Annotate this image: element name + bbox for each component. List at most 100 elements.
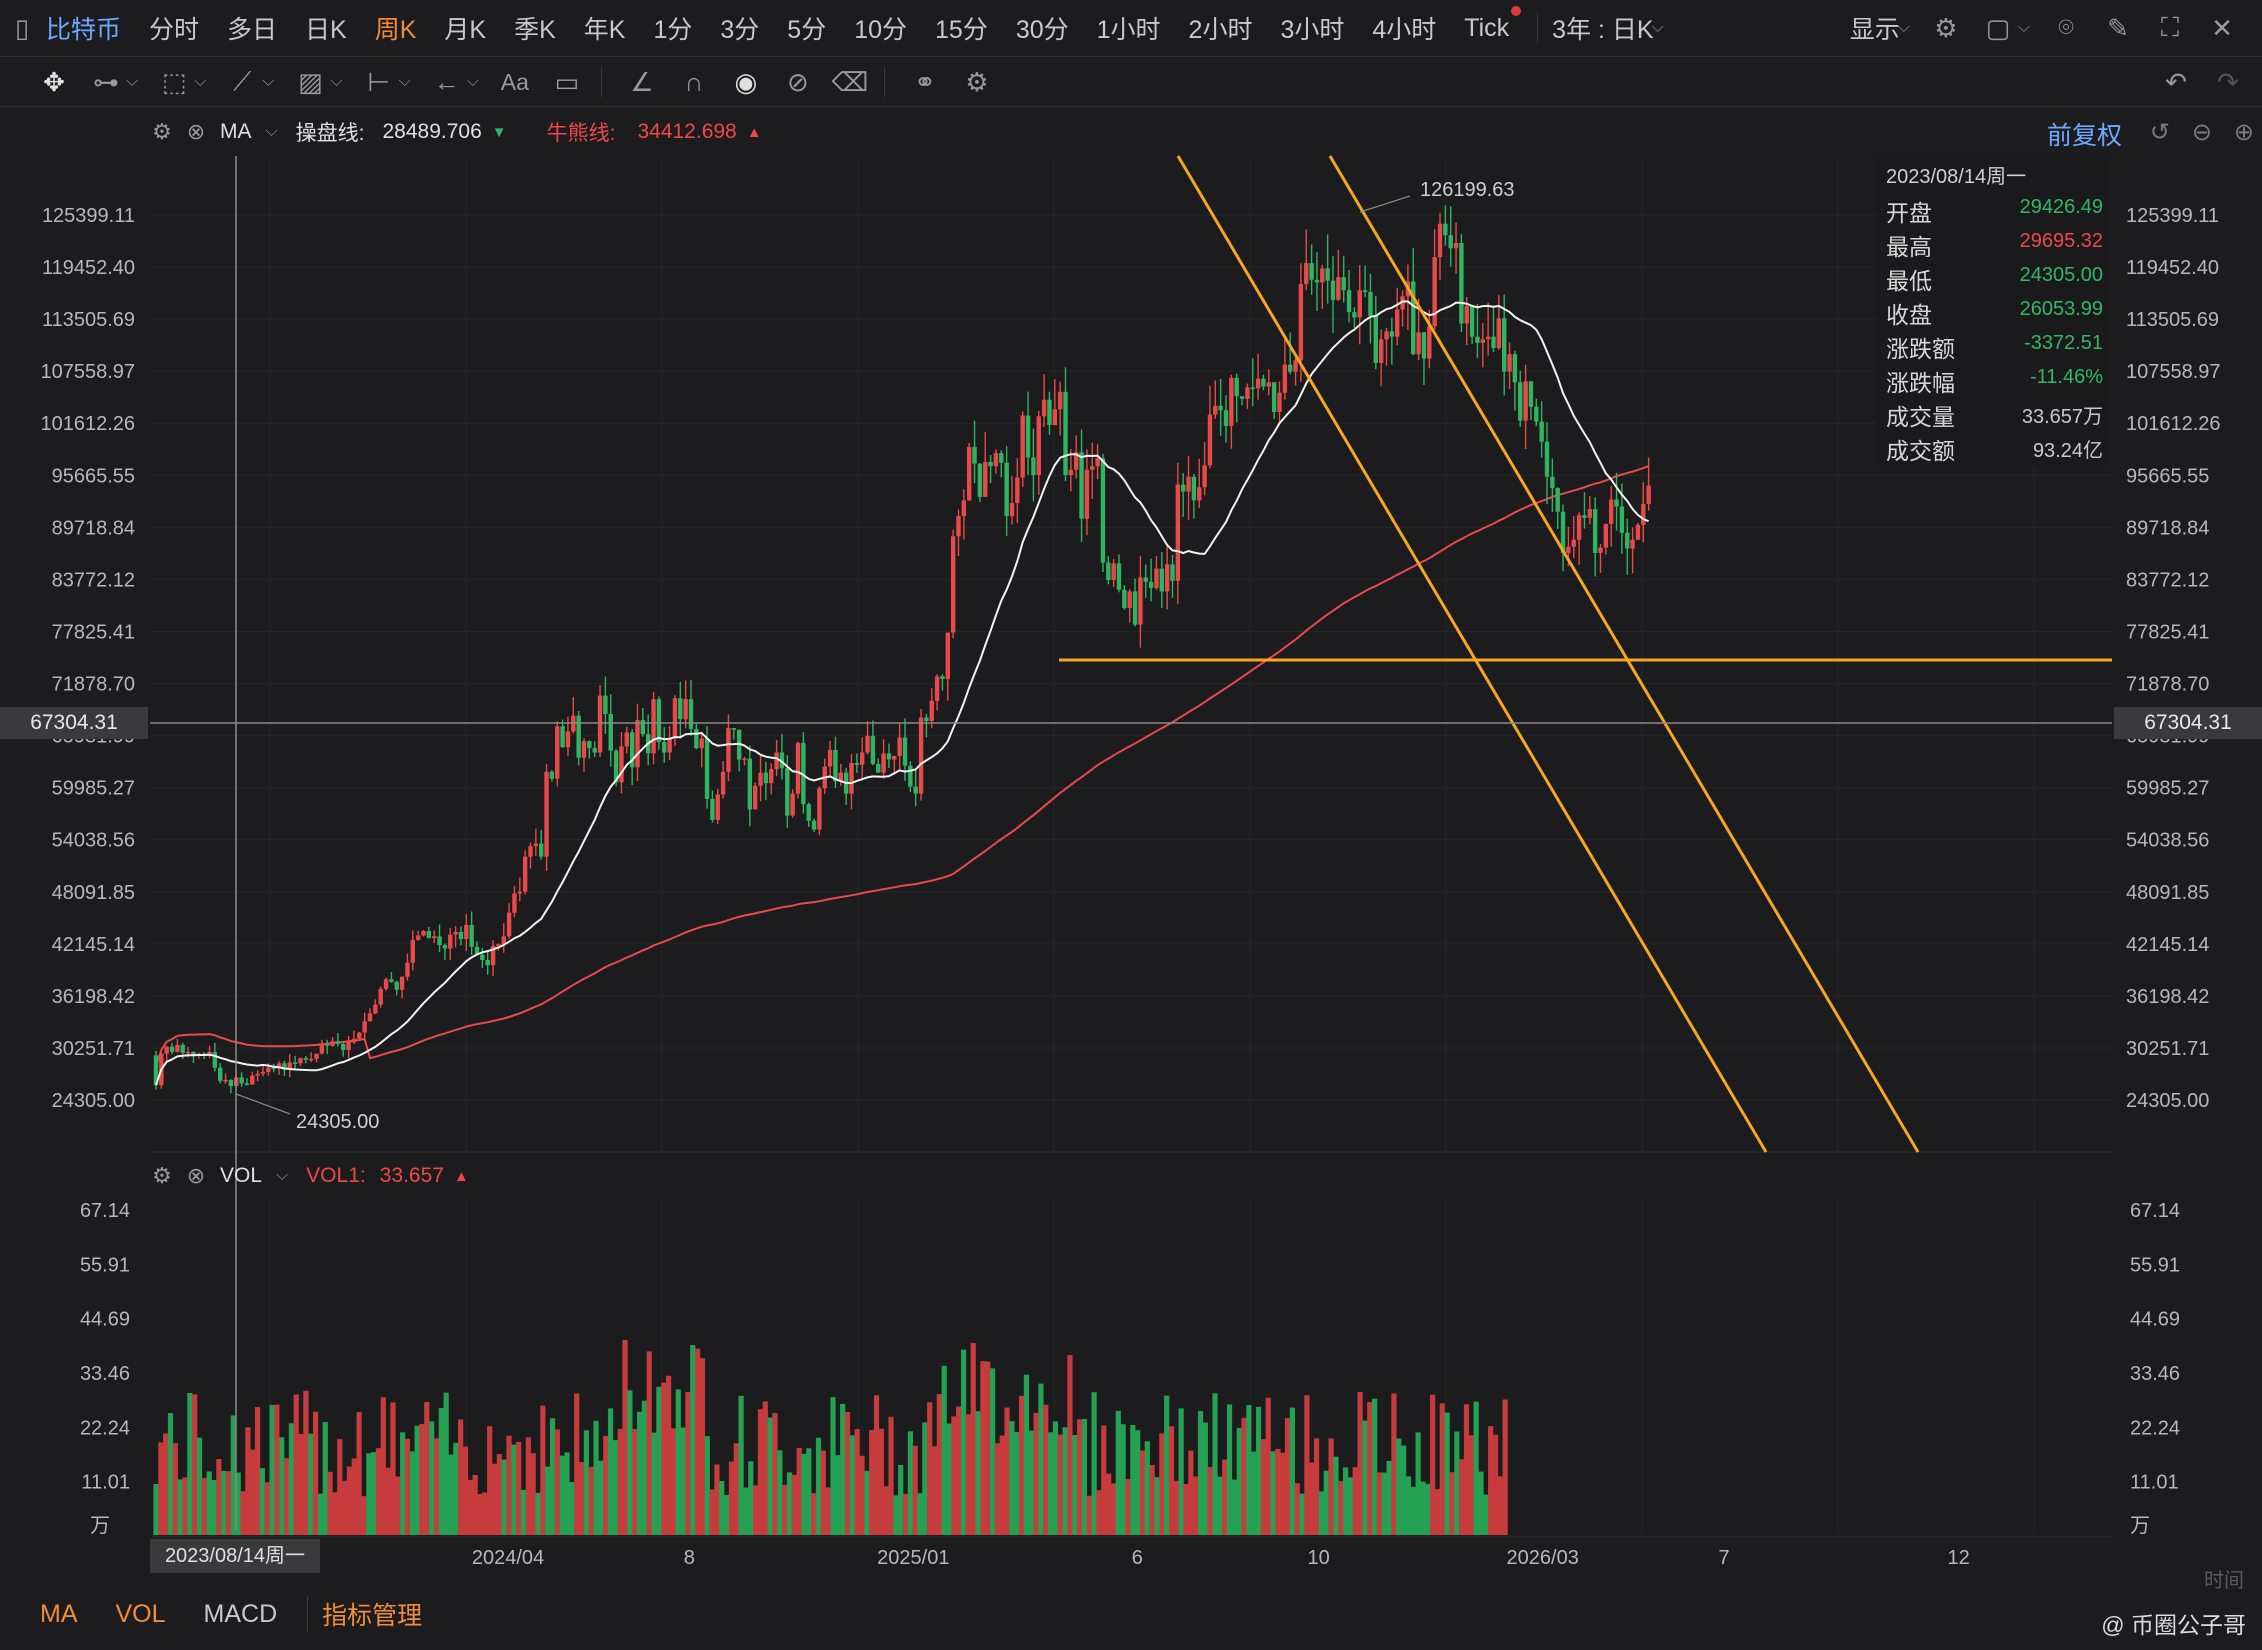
period-tab[interactable]: 年K [583, 16, 626, 44]
period-tab[interactable]: 月K [444, 16, 487, 44]
indicator-tab[interactable]: VOL [115, 1599, 166, 1628]
trash-icon[interactable]: ⌫ [831, 66, 869, 97]
volume-bar [815, 1437, 822, 1535]
undo-icon[interactable]: ↶ [2165, 66, 2187, 97]
settings-icon[interactable]: ⚙ [1934, 12, 1958, 43]
volume-bar [1502, 1399, 1508, 1535]
chevron-down-icon[interactable]: ⌵ [2017, 19, 2030, 36]
indicator-tab[interactable]: MA [40, 1599, 78, 1628]
period-tab[interactable]: 多日 [227, 16, 278, 44]
rect-icon[interactable]: ⬚ [161, 66, 187, 97]
candle-body [1106, 562, 1111, 581]
link-icon[interactable]: ⚭ [913, 66, 936, 97]
close-icon[interactable]: ✕ [2211, 12, 2233, 43]
candle-body [1587, 509, 1592, 518]
period-tab[interactable]: 1分 [653, 16, 693, 44]
sidebar-toggle-icon[interactable]: ▯ [14, 12, 30, 43]
candle-body [945, 632, 950, 679]
indicator-tab[interactable]: MACD [203, 1599, 278, 1628]
polyline-icon[interactable]: ⟋ [233, 66, 252, 96]
arrow-icon[interactable]: ← [433, 66, 460, 97]
pencil-icon[interactable]: ✎ [2107, 12, 2129, 43]
chevron-down-icon[interactable]: ⌵ [126, 73, 139, 90]
range-selector[interactable]: 3年 : 日K [1552, 16, 1654, 44]
candle-body [1373, 315, 1378, 363]
zoom-in-icon[interactable]: ⊕ [2233, 119, 2254, 146]
volume-bar [1212, 1393, 1218, 1535]
settings-icon[interactable]: ⚙ [152, 119, 172, 144]
period-tab[interactable]: 1小时 [1096, 16, 1161, 44]
eye-icon[interactable]: ◉ [734, 66, 758, 97]
close-circle-icon[interactable]: ⊗ [186, 1163, 206, 1188]
vol-indicator-label[interactable]: VOL [220, 1164, 263, 1187]
period-tab[interactable]: 日K [305, 16, 347, 44]
chevron-down-icon[interactable]: ⌵ [466, 73, 479, 90]
candle-body [185, 1051, 191, 1054]
volume-bar [994, 1443, 1001, 1535]
period-tab[interactable]: 2小时 [1188, 16, 1253, 44]
period-tab[interactable]: 3分 [720, 16, 760, 44]
period-tab[interactable]: 30分 [1015, 16, 1069, 44]
settings-icon[interactable]: ⚙ [152, 1163, 172, 1188]
time-tick-label: 2026/03 [1507, 1547, 1579, 1569]
hide-icon[interactable]: ⊘ [786, 66, 809, 97]
pen-icon[interactable]: ∠ [630, 66, 654, 97]
volume-bar [429, 1421, 435, 1535]
chevron-down-icon[interactable]: ⌵ [1651, 19, 1664, 36]
period-tab[interactable]: 4小时 [1372, 16, 1437, 44]
chevron-down-icon[interactable]: ⌵ [265, 123, 278, 140]
chevron-down-icon[interactable]: ⌵ [1897, 19, 1910, 36]
measure-icon[interactable]: ⊢ [367, 66, 390, 97]
fullscreen-icon[interactable]: ⛶ [2160, 12, 2180, 42]
magnet-icon[interactable]: ∩ [684, 66, 704, 97]
volume-bar [177, 1479, 183, 1535]
volume-bar [458, 1419, 464, 1535]
volume-bar [578, 1462, 585, 1535]
period-tab[interactable]: Tick [1464, 13, 1510, 42]
zoom-out-icon[interactable]: ⊖ [2191, 119, 2212, 146]
period-tab[interactable]: 季K [514, 16, 556, 44]
channel-line-lower[interactable] [1176, 155, 1768, 1153]
ma-indicator-label[interactable]: MA [220, 120, 252, 143]
indicator-tab[interactable]: 指标管理 [307, 1596, 422, 1632]
camera-icon[interactable]: ⌾ [2058, 12, 2074, 42]
candle-body [1207, 414, 1213, 466]
volume-bar [627, 1390, 633, 1535]
channel-line-upper[interactable] [1328, 155, 1920, 1153]
volume-bar [1473, 1401, 1479, 1535]
candle-body [1218, 405, 1223, 411]
chevron-down-icon[interactable]: ⌵ [262, 73, 275, 90]
period-tab[interactable]: 5分 [787, 16, 827, 44]
move-icon[interactable]: ✥ [43, 66, 65, 97]
period-tab[interactable]: 周K [374, 16, 417, 44]
volume-bar [1357, 1391, 1363, 1535]
volume-bar [351, 1458, 357, 1535]
chevron-down-icon[interactable]: ⌵ [330, 73, 343, 90]
fib-icon[interactable]: ▨ [298, 66, 323, 97]
period-tab[interactable]: 分时 [149, 16, 200, 44]
volume-bar [327, 1471, 333, 1535]
adjust-mode-button[interactable]: 前复权 [2046, 122, 2122, 150]
comment-icon[interactable]: ▭ [554, 66, 580, 97]
candle-body [544, 771, 549, 857]
settings-icon[interactable]: ⚙ [965, 66, 989, 97]
period-tab[interactable]: 10分 [854, 16, 908, 44]
candle-body [282, 1063, 287, 1070]
chevron-down-icon[interactable]: ⌵ [194, 73, 207, 90]
reset-icon[interactable]: ↺ [2149, 119, 2170, 146]
candle-body [448, 934, 453, 949]
redo-icon[interactable]: ↷ [2217, 66, 2239, 97]
volume-bar [225, 1471, 232, 1535]
layout-icon[interactable]: ▢ [1985, 12, 2011, 43]
display-menu[interactable]: 显示 [1849, 16, 1900, 44]
text-icon[interactable]: Aa [500, 68, 529, 95]
close-circle-icon[interactable]: ⊗ [186, 119, 206, 144]
chevron-down-icon[interactable]: ⌵ [276, 1167, 289, 1184]
price-tick-label: 48091.85 [52, 882, 135, 904]
symbol-selector[interactable]: 比特币 [46, 16, 122, 44]
period-tab[interactable]: 15分 [935, 16, 988, 44]
ray-icon[interactable]: ⊶ [93, 66, 119, 97]
period-tab[interactable]: 3小时 [1280, 16, 1345, 44]
volume-bar [1004, 1407, 1010, 1535]
chevron-down-icon[interactable]: ⌵ [398, 73, 411, 90]
